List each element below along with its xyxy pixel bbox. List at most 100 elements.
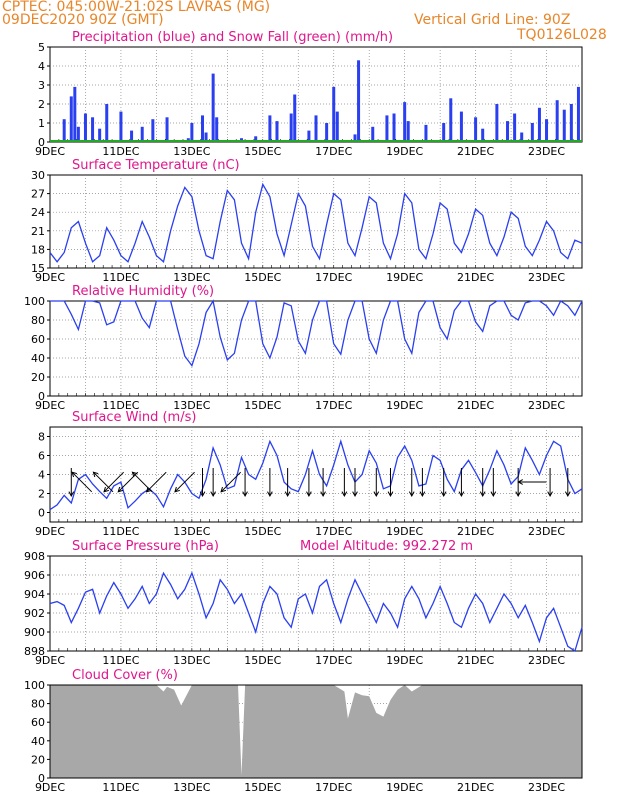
x-tick-label: 17DEC bbox=[315, 525, 352, 538]
wind-arrow-head bbox=[131, 471, 138, 478]
y-tick-label: 30 bbox=[31, 169, 45, 182]
precip-bar bbox=[442, 123, 446, 142]
x-tick-label: 17DEC bbox=[315, 271, 352, 284]
y-tick-label: 4 bbox=[38, 60, 45, 73]
precip-bar bbox=[357, 60, 361, 142]
wind-arrow-head bbox=[517, 479, 523, 485]
precip-bar bbox=[474, 117, 478, 142]
wind-arrow-head bbox=[320, 491, 326, 498]
cloud-area bbox=[50, 685, 582, 778]
panel-frame bbox=[49, 555, 583, 652]
wind-arrow-head bbox=[92, 471, 99, 478]
x-tick-label: 15DEC bbox=[244, 525, 281, 538]
precip-bar bbox=[201, 115, 205, 142]
precip-bar bbox=[569, 104, 573, 142]
wind-arrow bbox=[117, 471, 139, 493]
x-tick-label: 19DEC bbox=[386, 145, 423, 158]
y-tick-label: 902 bbox=[24, 607, 45, 620]
wind-arrow-head bbox=[306, 491, 312, 498]
x-tick-label: 19DEC bbox=[386, 654, 423, 667]
y-tick-label: 80 bbox=[31, 314, 45, 327]
x-tick-label: 9DEC bbox=[35, 145, 65, 158]
x-tick-label: 9DEC bbox=[35, 271, 65, 284]
precip-bar bbox=[254, 136, 258, 142]
precip-bar bbox=[459, 111, 463, 142]
precip-bar bbox=[165, 117, 169, 142]
precip-bar bbox=[62, 119, 66, 142]
precip-bar bbox=[513, 113, 517, 142]
panel-title: Precipitation (blue) and Snow Fall (gree… bbox=[72, 30, 393, 45]
wind-arrow-head bbox=[267, 491, 273, 498]
wind-arrow-head bbox=[68, 491, 75, 498]
y-tick-label: 0 bbox=[38, 390, 45, 403]
code-label: TQ0126L028 bbox=[517, 27, 607, 43]
wind-arrow-head bbox=[117, 486, 124, 493]
panel-title: Relative Humidity (%) bbox=[72, 284, 214, 299]
y-tick-label: 100 bbox=[24, 679, 45, 692]
y-tick-label: 20 bbox=[31, 371, 45, 384]
precip-bar bbox=[215, 117, 219, 142]
station-line: CPTEC: 045:00W-21:02S LAVRAS (MG) bbox=[2, 0, 271, 15]
precip-bar bbox=[204, 132, 208, 142]
wind-arrow bbox=[71, 471, 93, 493]
x-tick-label: 13DEC bbox=[173, 271, 210, 284]
y-tick-label: 5 bbox=[38, 41, 45, 54]
precip-bar bbox=[403, 102, 407, 142]
precip-bar bbox=[190, 123, 194, 142]
x-tick-label: 15DEC bbox=[244, 399, 281, 412]
y-tick-label: 15 bbox=[31, 262, 45, 275]
precip-bar bbox=[119, 111, 123, 142]
x-tick-label: 11DEC bbox=[102, 654, 139, 667]
x-tick-label: 11DEC bbox=[102, 525, 139, 538]
x-tick-label: 19DEC bbox=[386, 271, 423, 284]
x-tick-label: 15DEC bbox=[244, 271, 281, 284]
precip-bar bbox=[530, 123, 534, 142]
panel-annotation: Model Altitude: 992.272 m bbox=[300, 539, 473, 554]
precip-bar bbox=[105, 104, 109, 142]
wind-arrow-head bbox=[490, 491, 497, 498]
grid-note: Vertical Grid Line: 90Z bbox=[414, 12, 571, 28]
y-tick-label: 2 bbox=[38, 488, 45, 501]
wind-arrow bbox=[103, 471, 124, 493]
wind-arrow-head bbox=[515, 491, 521, 498]
x-tick-label: 23DEC bbox=[528, 145, 565, 158]
y-tick-label: 60 bbox=[31, 333, 45, 346]
precip-bar bbox=[520, 132, 524, 142]
series-line bbox=[50, 299, 583, 367]
precip-bar bbox=[555, 100, 559, 142]
wind-arrow-head bbox=[71, 471, 78, 478]
x-tick-label: 19DEC bbox=[386, 525, 423, 538]
x-tick-label: 19DEC bbox=[386, 781, 423, 794]
y-tick-label: 6 bbox=[38, 450, 45, 463]
y-tick-label: 40 bbox=[31, 735, 45, 748]
x-tick-label: 13DEC bbox=[173, 145, 210, 158]
panel-title: Surface Temperature (nC) bbox=[72, 158, 240, 173]
precip-bar bbox=[211, 73, 215, 142]
precip-bar bbox=[562, 109, 566, 142]
wind-arrow-head bbox=[458, 491, 465, 498]
x-tick-label: 15DEC bbox=[244, 654, 281, 667]
wind-arrow bbox=[93, 471, 114, 493]
wind-arrow bbox=[174, 471, 195, 493]
precip-bar bbox=[275, 121, 279, 142]
y-tick-label: 3 bbox=[38, 79, 45, 92]
wind-arrow-head bbox=[564, 491, 571, 498]
wind-arrow bbox=[132, 471, 153, 493]
precip-bar bbox=[537, 107, 541, 142]
precip-bar bbox=[307, 130, 311, 142]
x-tick-label: 23DEC bbox=[528, 271, 565, 284]
wind-arrow-head bbox=[373, 491, 380, 498]
x-tick-label: 21DEC bbox=[457, 399, 494, 412]
wind-arrow-head bbox=[242, 491, 248, 498]
x-tick-label: 23DEC bbox=[528, 654, 565, 667]
series-line bbox=[49, 439, 583, 511]
series-line bbox=[49, 182, 583, 264]
precip-bar bbox=[392, 113, 396, 142]
panel-frame bbox=[49, 426, 583, 523]
y-tick-label: 2 bbox=[38, 98, 45, 111]
y-tick-label: 906 bbox=[24, 569, 45, 582]
wind-arrow-head bbox=[103, 486, 109, 493]
panel-title: Surface Wind (m/s) bbox=[72, 410, 196, 425]
panel-title: Surface Pressure (hPa) bbox=[72, 539, 219, 554]
x-tick-label: 23DEC bbox=[528, 399, 565, 412]
